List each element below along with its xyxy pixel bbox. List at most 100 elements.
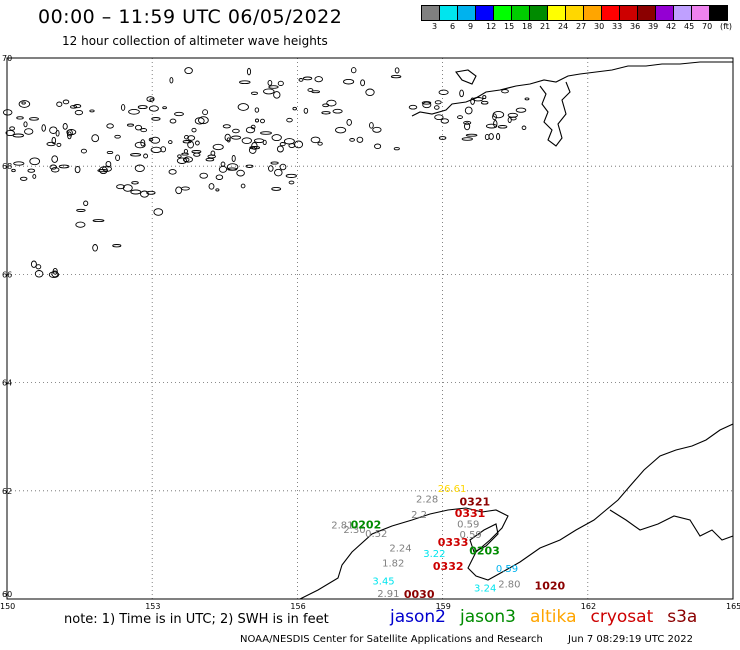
swh-value: 1.82 <box>382 559 404 570</box>
ice-floe <box>146 96 155 102</box>
north-coastline <box>411 61 733 117</box>
colorbar-swatch: 33 <box>601 5 622 31</box>
credit-text: NOAA/NESDIS Center for Satellite Applica… <box>240 634 543 645</box>
colorbar-label: 9 <box>468 22 474 31</box>
ice-floe <box>21 101 26 105</box>
ice-floe <box>241 137 252 145</box>
ice-floe <box>76 208 86 212</box>
swh-value: 0.52 <box>365 529 387 540</box>
ice-floe <box>12 133 25 138</box>
ice-floe <box>183 156 193 163</box>
ice-floe <box>56 142 62 147</box>
ice-floe <box>75 221 86 228</box>
ice-floe <box>83 200 89 207</box>
longitude-label: 150 <box>0 602 15 611</box>
ice-floe <box>422 101 432 109</box>
ice-floe <box>232 128 240 134</box>
ice-floe <box>130 153 142 157</box>
ice-floe <box>332 108 343 114</box>
ice-floe <box>254 107 260 113</box>
ice-floe <box>184 134 189 140</box>
ice-floe <box>249 146 261 150</box>
colorbar-label: (ft) <box>720 22 733 31</box>
ice-floe <box>267 79 273 86</box>
ice-floe <box>492 113 497 121</box>
longitude-label: 162 <box>581 602 596 611</box>
colorbar-label: 15 <box>504 22 515 31</box>
ice-floe <box>162 106 167 110</box>
ice-floe <box>99 166 108 175</box>
ice-floe <box>307 88 314 92</box>
ice-floe <box>298 78 304 82</box>
colorbar-label: 30 <box>594 22 605 31</box>
ice-floe <box>277 80 284 87</box>
ice-floe <box>270 161 279 165</box>
ice-floe <box>326 99 337 107</box>
ice-floe <box>245 126 256 134</box>
ice-floe <box>175 186 183 195</box>
colorbar-swatch: 39 <box>637 5 658 31</box>
ice-floe <box>191 127 197 133</box>
ice-floe <box>310 136 321 144</box>
units-note: note: 1) Time is in UTC; 2) SWH is in fe… <box>64 612 329 627</box>
south-coastline <box>299 423 734 600</box>
ice-floe <box>461 137 473 141</box>
ice-floe <box>184 67 193 75</box>
colorbar-swatch: (ft) <box>709 5 732 31</box>
ice-floe <box>215 174 224 180</box>
ice-floe <box>350 67 357 74</box>
legend-jason2: jason2 <box>390 607 446 627</box>
ice-floe <box>73 104 82 109</box>
swh-value: 2.2 <box>411 510 427 521</box>
ice-floe <box>231 155 236 162</box>
ice-floe <box>215 188 220 192</box>
latitude-label: 68 <box>2 162 12 171</box>
ice-floe <box>273 91 281 99</box>
ice-floe <box>143 153 149 159</box>
axis-tick-labels: 70 68 66 64 62 60 150 153 156 159 162 165 <box>0 54 740 611</box>
longitude-label: 165 <box>726 602 740 611</box>
ice-floe <box>134 141 146 149</box>
ice-floe <box>394 67 400 74</box>
ice-floe <box>501 89 509 94</box>
ice-floe <box>112 244 122 248</box>
ice-floe <box>168 140 173 145</box>
ice-floe <box>369 122 374 129</box>
ice-floe <box>515 107 527 113</box>
ice-floe <box>360 79 366 87</box>
ice-floe <box>114 134 121 139</box>
ice-floe <box>393 147 400 151</box>
ice-floe <box>24 128 34 135</box>
ice-floe <box>279 163 287 171</box>
wave-height-colorbar: 3 6 9 12 15 18 21 24 27 30 33 36 39 42 45 70 (ft) <box>421 5 732 31</box>
colorbar-label: 39 <box>648 22 659 31</box>
latitude-label: 60 <box>2 590 12 599</box>
ice-floe <box>239 80 251 85</box>
ice-floe <box>199 172 208 179</box>
ice-floe <box>222 124 231 129</box>
colorbar-swatch: 6 <box>439 5 458 31</box>
ice-floe <box>150 146 162 154</box>
ice-floe <box>292 106 297 111</box>
ice-floe <box>198 116 209 125</box>
sea-ice-floes <box>2 67 530 279</box>
ice-floe <box>279 142 286 147</box>
ice-floe <box>137 105 148 110</box>
swh-value: 2.81 <box>331 521 353 532</box>
ice-floe <box>276 145 284 153</box>
ice-floe <box>140 139 146 147</box>
credit-footer: NOAA/NESDIS Center for Satellite Applica… <box>240 634 715 645</box>
colorbar-swatch: 12 <box>475 5 496 31</box>
pass-time: 0030 <box>404 588 435 601</box>
legend-cryosat: cryosat <box>590 607 654 627</box>
pass-time: 0321 <box>460 495 491 508</box>
ice-floe <box>218 165 228 173</box>
ice-floe <box>146 190 156 195</box>
ice-floe <box>56 101 63 107</box>
latitude-label: 62 <box>2 487 12 496</box>
colorbar-label: 18 <box>522 22 533 31</box>
ice-floe <box>434 100 442 105</box>
ice-floe <box>294 140 304 149</box>
ice-floe <box>151 117 161 121</box>
